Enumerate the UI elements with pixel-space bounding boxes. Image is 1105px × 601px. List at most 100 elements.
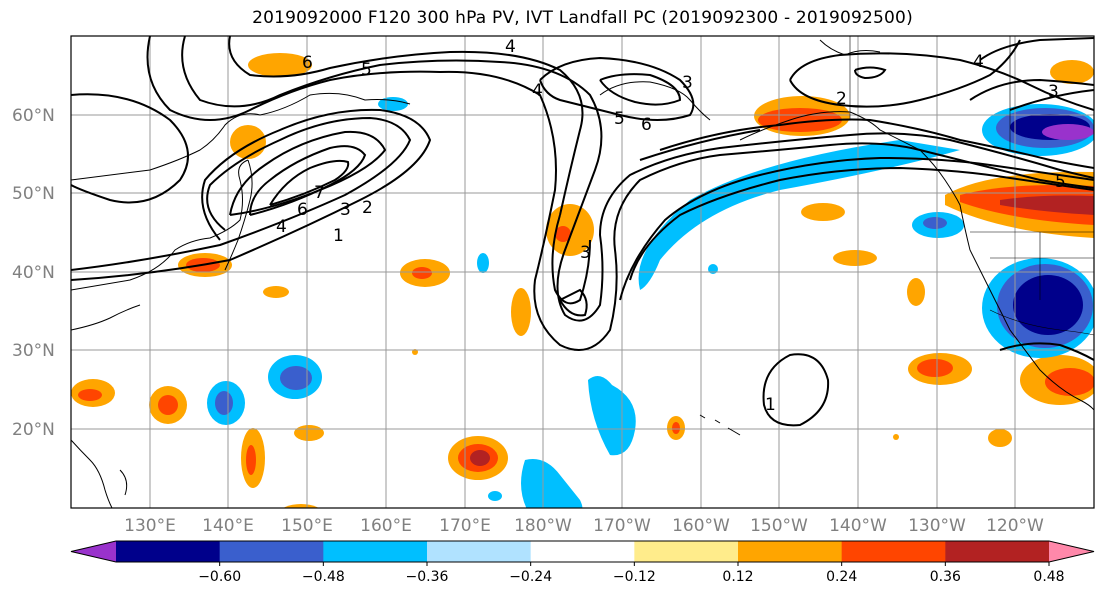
colorbar-tick-label: 0.48 xyxy=(1033,569,1064,585)
negative-anomaly-strong xyxy=(1013,275,1083,335)
contour-label: 2 xyxy=(836,89,847,109)
colorbar-bin xyxy=(323,541,428,562)
colorbar-bin xyxy=(219,541,324,562)
contour-label: 1 xyxy=(333,226,344,246)
colorbar-bin xyxy=(530,541,635,562)
contour-label: 4 xyxy=(532,81,543,101)
colorbar-tick-label: −0.36 xyxy=(406,569,449,585)
contour-label: 5 xyxy=(1055,172,1066,192)
contour-label: 6 xyxy=(641,115,652,135)
contour-label: 6 xyxy=(297,200,308,220)
negative-anomaly-patch xyxy=(488,491,502,501)
positive-anomaly-patch xyxy=(263,286,289,298)
colorbar-outline xyxy=(70,540,1095,563)
lon-label: 130°W xyxy=(908,516,966,536)
colorbar-bin xyxy=(738,541,843,562)
lon-label: 140°W xyxy=(829,516,887,536)
contour-label: 1 xyxy=(765,395,776,415)
contour-label: 4 xyxy=(505,37,516,57)
colorbar-tick-label: 0.36 xyxy=(930,569,961,585)
positive-anomaly-core xyxy=(158,395,178,415)
positive-anomaly-patch xyxy=(907,278,925,306)
contour-label: 3 xyxy=(340,200,351,220)
colorbar-extend-low xyxy=(71,541,116,562)
colorbar-tick-labels: −0.60 −0.48 −0.36 −0.24 −0.12 0.12 0.24 0.36 0.4… xyxy=(198,569,1064,585)
negative-anomaly-core xyxy=(215,391,233,415)
positive-anomaly-dot xyxy=(893,434,899,440)
positive-anomaly-core xyxy=(246,445,256,475)
latitude-labels: 60°N 50°N 40°N 30°N 20°N xyxy=(12,106,55,440)
lon-label: 170°E xyxy=(439,516,491,536)
positive-anomaly-patch xyxy=(1050,60,1094,84)
negative-anomaly-patch xyxy=(477,253,489,273)
positive-anomaly-max xyxy=(470,450,490,466)
negative-anomaly-patch xyxy=(378,97,408,111)
colorbar xyxy=(70,540,1095,566)
contour-label: 3 xyxy=(1048,82,1059,102)
contour-label: 3 xyxy=(580,243,591,263)
colorbar-bin xyxy=(841,541,946,562)
contour-label: 3 xyxy=(682,73,693,93)
lat-label: 30°N xyxy=(12,341,55,361)
pv-contours xyxy=(71,36,1094,427)
contour-label: 5 xyxy=(361,60,372,80)
colorbar-bin xyxy=(116,541,221,562)
longitude-labels: 130°E 140°E 150°E 160°E 170°E 180°W 170°… xyxy=(124,516,1044,536)
lon-label: 150°W xyxy=(750,516,808,536)
map-frame xyxy=(70,35,1095,509)
positive-anomaly-core xyxy=(672,422,680,434)
colorbar-extend-high xyxy=(1049,541,1094,562)
colorbar-bin xyxy=(427,541,532,562)
positive-anomaly-patch xyxy=(546,204,594,256)
positive-anomaly-patch xyxy=(248,53,312,77)
colorbar-tick-label: −0.48 xyxy=(302,569,345,585)
lon-label: 150°E xyxy=(281,516,333,536)
negative-anomaly-core xyxy=(280,366,312,390)
positive-anomaly-patch xyxy=(988,429,1012,447)
lon-label: 180°W xyxy=(514,516,572,536)
colorbar-bin xyxy=(634,541,739,562)
lon-label: 130°E xyxy=(124,516,176,536)
contour-label: 4 xyxy=(276,217,287,237)
positive-anomaly-patch xyxy=(833,250,877,266)
lon-label: 170°W xyxy=(593,516,651,536)
lat-label: 20°N xyxy=(12,420,55,440)
positive-anomaly-patch xyxy=(801,203,845,221)
lon-label: 160°E xyxy=(360,516,412,536)
negative-anomaly-max xyxy=(1042,124,1094,140)
positive-anomaly-core xyxy=(917,359,953,377)
lon-label: 160°W xyxy=(672,516,730,536)
negative-anomaly-band xyxy=(638,140,960,290)
colorbar-tick-label: −0.12 xyxy=(613,569,656,585)
colorbar-bin xyxy=(945,541,1050,562)
shaded-fields xyxy=(71,53,1094,508)
colorbar-tick-label: −0.60 xyxy=(198,569,241,585)
lat-label: 60°N xyxy=(12,106,55,126)
positive-anomaly-band-max xyxy=(1000,195,1094,215)
positive-anomaly-core xyxy=(78,389,102,401)
contour-labels: 6 5 4 3 6 7 4 3 2 1 5 6 3 4 2 1 5 3 4 xyxy=(276,37,1066,415)
map-title: 2019092000 F120 300 hPa PV, IVT Landfall… xyxy=(252,8,913,28)
lat-label: 40°N xyxy=(12,263,55,283)
positive-anomaly-patch xyxy=(294,425,324,441)
colorbar-tick-label: −0.24 xyxy=(509,569,552,585)
positive-anomaly-patch xyxy=(283,504,319,508)
negative-anomaly-patch xyxy=(588,376,636,456)
negative-anomaly-patch xyxy=(521,459,583,508)
positive-anomaly-core xyxy=(1045,368,1094,396)
contour-label: 2 xyxy=(362,198,373,218)
colorbar-tick-label: 0.24 xyxy=(826,569,857,585)
lon-label: 140°E xyxy=(202,516,254,536)
positive-anomaly-core xyxy=(412,267,432,279)
contour-label: 5 xyxy=(614,109,625,129)
colorbar-tick-label: 0.12 xyxy=(722,569,753,585)
lat-label: 50°N xyxy=(12,184,55,204)
positive-anomaly-patch xyxy=(511,288,531,336)
negative-anomaly-core xyxy=(923,217,947,229)
positive-anomaly-core xyxy=(555,226,571,242)
contour-label: 7 xyxy=(314,183,325,203)
lon-label: 120°W xyxy=(986,516,1044,536)
contour-label: 4 xyxy=(973,52,984,72)
contour-label: 6 xyxy=(302,53,313,73)
